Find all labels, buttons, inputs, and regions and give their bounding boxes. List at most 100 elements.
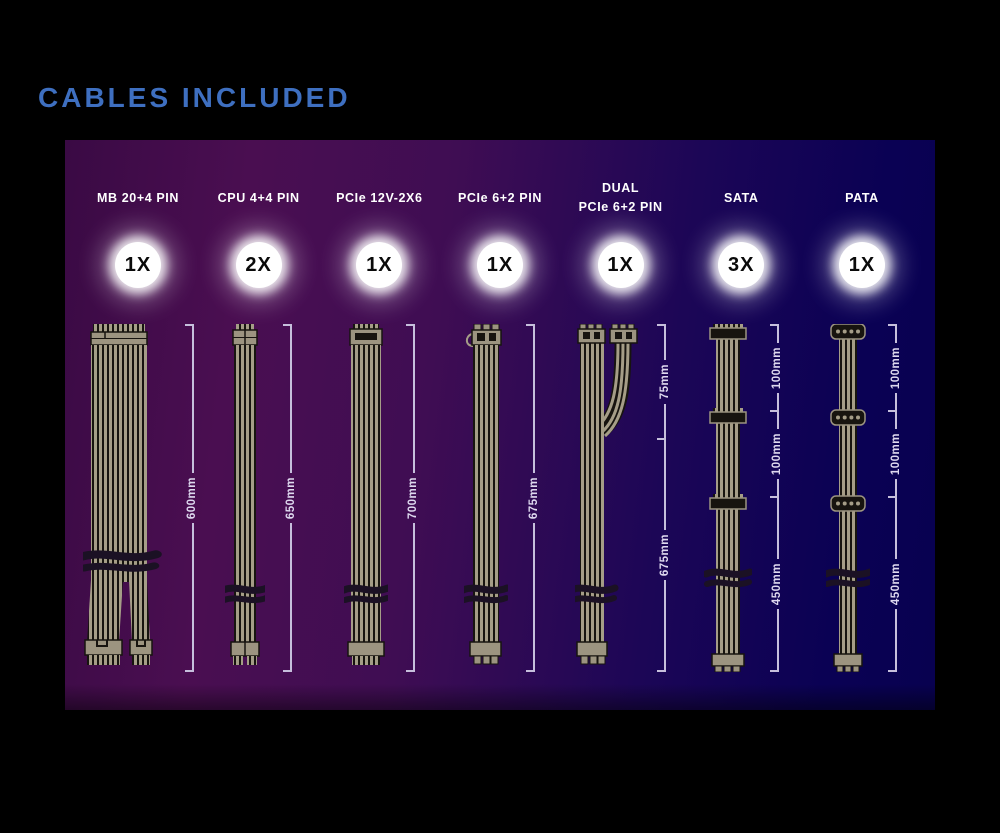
measurement-bracket: 100mm [759,324,783,413]
measurement-label: 675mm [658,533,671,577]
measurement-bracket: 100mm [759,412,783,499]
bracket-tick-icon [888,670,898,673]
bracket-tick-icon [769,410,779,413]
cable-type-label-line1: DUAL [602,181,640,196]
quantity-value: 1X [607,253,634,276]
measurement-bracket-group: 75mm 675mm [646,324,671,673]
measurement-label: 100mm [771,432,784,476]
bracket-tick-icon [283,324,293,326]
bracket-tick-icon [184,670,194,673]
bracket-tick-icon [184,324,194,326]
quantity-value: 1X [124,253,152,276]
quantity-value: 2X [245,253,272,276]
measurement-label: 675mm [527,476,540,520]
cable-type-label: DUAL PCIe 6+2 PIN [579,176,663,220]
cable-type-label-line2: PCIe 6+2 PIN [578,200,663,214]
measurement-bracket-group: 100mm 100mm 450mm [759,324,783,673]
measurement-bracket: 600mm [174,324,198,673]
quantity-value: 3X [728,253,755,276]
bracket-tick-icon [657,438,667,440]
measurement-label: 75mm [658,364,671,400]
measurement-label: 450mm [771,562,784,606]
measurement-bracket-group: 700mm [395,324,419,673]
quantity-badge: 1X [597,220,644,310]
bracket-tick-icon [283,670,293,673]
cable-illustration-area: 100mm 100mm 450mm [826,324,902,673]
bracket-tick-icon [769,670,779,673]
cable-illustration-area: 100mm 100mm 450mm [704,324,783,673]
bracket-tick-icon [769,496,779,499]
bracket-tick-icon [888,324,898,326]
measurement-bracket-group: 100mm 100mm 450mm [877,324,902,673]
cable-illustration-area: 675mm [464,324,540,673]
bracket-tick-icon [526,324,536,326]
mb-cable-illustration [83,324,167,665]
measurement-bracket: 675mm [515,324,540,673]
quantity-value: 1X [848,253,876,276]
measurement-bracket: 675mm [646,440,671,673]
cable-type-label: PCIe 12V-2X6 [336,176,422,220]
measurement-bracket: 450mm [759,498,783,673]
measurement-bracket-group: 600mm [174,324,198,673]
bracket-tick-icon [888,410,898,413]
quantity-badge: 2X [235,220,282,310]
measurement-label: 100mm [889,346,902,390]
pata-cable-illustration [826,324,870,672]
cable-columns: MB 20+4 PIN 1X [79,176,921,673]
bracket-tick-icon [526,670,536,673]
cable-illustration-area: 650mm [225,324,297,673]
cable-column-dual-pcie-6-2-pin: DUAL PCIe 6+2 PIN 1X [562,176,680,673]
page-title: CABLES INCLUDED [38,82,351,113]
cable-type-label: SATA [724,176,759,220]
bracket-tick-icon [405,670,415,673]
cable-type-label-line1: PCIe 12V-2X6 [336,190,423,205]
measurement-bracket: 100mm [877,324,902,413]
measurement-bracket: 650mm [272,324,297,673]
cable-type-label: MB 20+4 PIN [97,176,179,220]
measurement-label: 700mm [407,476,420,520]
cable-type-label: PCIe 6+2 PIN [458,176,542,220]
quantity-value: 1X [366,253,393,276]
cable-type-label: PATA [845,176,879,220]
measurement-bracket-group: 650mm [272,324,297,673]
bracket-tick-icon [769,324,779,326]
cable-column-pcie-6-2-pin: PCIe 6+2 PIN 1X [441,176,559,673]
quantity-badge: 1X [356,220,403,310]
cpu-cable-illustration [225,324,265,665]
pcie-6-2-cable-illustration [464,324,508,665]
cable-illustration-area: 700mm [344,324,419,673]
cable-column-mb-20-4-pin: MB 20+4 PIN 1X [79,176,198,673]
measurement-label: 650mm [284,476,297,520]
measurement-bracket: 100mm [877,412,902,499]
cable-column-sata: SATA 3X [682,176,800,673]
pcie-12v-2x6-cable-illustration [344,324,388,665]
measurement-bracket: 700mm [395,324,419,673]
bracket-tick-icon [405,324,415,326]
measurement-bracket-group: 675mm [515,324,540,673]
measurement-bracket: 450mm [877,498,902,673]
bracket-tick-icon [657,324,667,326]
cable-illustration-area: 75mm 675mm [575,324,671,673]
cable-type-label-line1: SATA [723,190,759,205]
quantity-badge: 1X [115,220,161,310]
cable-column-cpu-4-4-pin: CPU 4+4 PIN 2X [200,176,318,673]
cable-type-label: CPU 4+4 PIN [218,176,300,220]
cable-column-pata: PATA 1X [803,176,921,673]
bracket-tick-icon [888,496,898,499]
quantity-badge: 1X [838,220,885,310]
measurement-label: 100mm [771,346,784,390]
measurement-label: 100mm [889,432,902,476]
cable-type-label-line1: CPU 4+4 PIN [217,190,300,205]
dual-pcie-6-2-cable-illustration [575,324,638,665]
cable-type-label-line1: MB 20+4 PIN [97,190,179,205]
cable-column-pcie-12v-2x6: PCIe 12V-2X6 1X [320,176,438,673]
measurement-label: 600mm [186,476,198,520]
measurement-label: 450mm [889,562,902,606]
quantity-badge: 1X [476,220,523,310]
sata-cable-illustration [704,324,752,672]
quantity-badge: 3X [718,220,765,310]
cable-type-label-line1: PATA [845,190,879,205]
cable-illustration-area: 600mm [83,324,198,673]
cables-gradient-panel: MB 20+4 PIN 1X [65,140,935,710]
measurement-bracket: 75mm [646,324,671,440]
